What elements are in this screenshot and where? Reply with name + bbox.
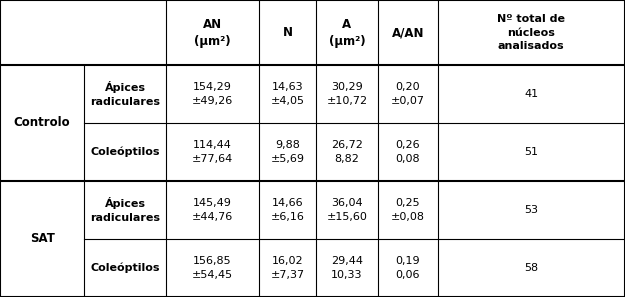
Text: SAT: SAT <box>30 233 54 246</box>
Text: 58: 58 <box>524 263 538 273</box>
Text: 14,66
±6,16: 14,66 ±6,16 <box>271 198 304 222</box>
Text: 0,19
0,06: 0,19 0,06 <box>396 256 420 279</box>
Text: Coleóptilos: Coleóptilos <box>90 263 160 273</box>
Text: 36,04
±15,60: 36,04 ±15,60 <box>326 198 367 222</box>
Text: 156,85
±54,45: 156,85 ±54,45 <box>192 256 233 279</box>
Text: Nº total de
núcleos
analisados: Nº total de núcleos analisados <box>498 14 565 51</box>
Text: 145,49
±44,76: 145,49 ±44,76 <box>192 198 233 222</box>
Text: Ápices
radiculares: Ápices radiculares <box>90 81 160 107</box>
Text: 16,02
±7,37: 16,02 ±7,37 <box>271 256 304 279</box>
Text: 0,25
±0,08: 0,25 ±0,08 <box>391 198 425 222</box>
Text: 26,72
8,82: 26,72 8,82 <box>331 140 362 164</box>
Text: 14,63
±4,05: 14,63 ±4,05 <box>271 82 304 106</box>
Text: 114,44
±77,64: 114,44 ±77,64 <box>192 140 233 164</box>
Text: A/AN: A/AN <box>391 26 424 39</box>
Text: 154,29
±49,26: 154,29 ±49,26 <box>192 82 233 106</box>
Text: 0,26
0,08: 0,26 0,08 <box>396 140 420 164</box>
Text: 29,44
10,33: 29,44 10,33 <box>331 256 363 279</box>
Text: A
(μm²): A (μm²) <box>329 18 365 48</box>
Text: 0,20
±0,07: 0,20 ±0,07 <box>391 82 425 106</box>
Text: Controlo: Controlo <box>14 116 71 129</box>
Text: 51: 51 <box>524 147 538 157</box>
Text: 53: 53 <box>524 205 538 215</box>
Text: 9,88
±5,69: 9,88 ±5,69 <box>271 140 304 164</box>
Text: N: N <box>282 26 292 39</box>
Text: 41: 41 <box>524 89 538 99</box>
Text: 30,29
±10,72: 30,29 ±10,72 <box>326 82 367 106</box>
Text: AN
(μm²): AN (μm²) <box>194 18 231 48</box>
Text: Coleóptilos: Coleóptilos <box>90 147 160 157</box>
Text: Ápices
radiculares: Ápices radiculares <box>90 198 160 222</box>
